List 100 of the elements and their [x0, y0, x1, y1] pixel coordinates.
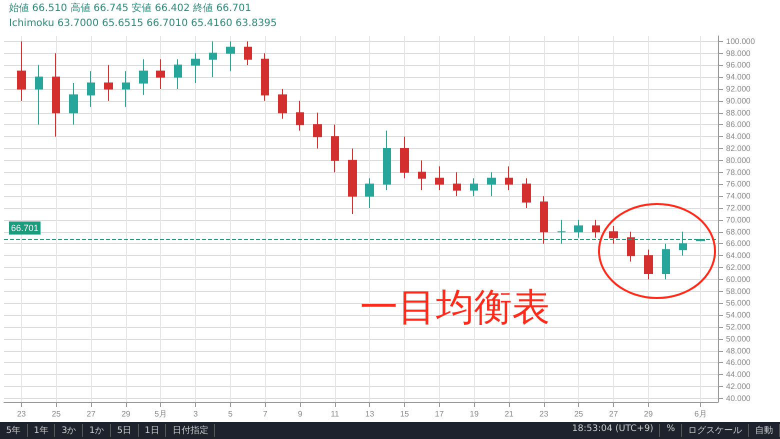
x-tick-label: 3	[193, 410, 198, 418]
x-tick-label: 29	[644, 410, 654, 418]
x-tick-label: 7	[262, 410, 268, 418]
candlestick	[644, 249, 653, 280]
candlestick	[453, 172, 461, 197]
y-tick-label: 54.000	[726, 310, 752, 320]
candlestick	[487, 172, 496, 197]
candlestick	[313, 112, 322, 149]
y-tick-label: 86.000	[726, 120, 752, 130]
text: %	[660, 424, 682, 437]
y-tick-label: 88.000	[726, 108, 752, 118]
x-tick-label: 21	[504, 410, 514, 418]
y-tick-label: 62.000	[726, 263, 752, 272]
text: 18:53:04 (UTC+9)	[566, 424, 660, 437]
y-tick-label: 42.000	[726, 382, 752, 392]
text: 自動	[749, 424, 780, 437]
y-tick-label: 60.000	[726, 274, 752, 284]
candlestick	[662, 243, 670, 280]
candlestick	[627, 231, 635, 262]
x-tick-label: 9	[298, 410, 303, 418]
y-tick-label: 96.000	[726, 60, 752, 70]
text: 始値 66.510 高値 66.745 安値 66.402 終値 66.701	[9, 2, 252, 16]
candlestick	[174, 58, 182, 90]
candlestick	[365, 178, 374, 208]
y-tick-label: 84.000	[726, 132, 752, 142]
y-tick-label: 78.000	[726, 168, 752, 177]
text: 日付指定	[166, 424, 216, 437]
candlestick	[505, 166, 513, 191]
y-tick-label: 94.000	[726, 72, 752, 82]
y-tick-label: 66.000	[726, 239, 752, 248]
candlestick	[104, 64, 113, 102]
y-tick-label: 46.000	[726, 358, 752, 368]
text: 5年	[0, 424, 28, 437]
y-tick-label: 80.000	[726, 156, 752, 165]
candlestick	[418, 160, 426, 191]
candlestick	[522, 178, 531, 208]
y-tick-label: 92.000	[726, 84, 752, 94]
y-tick-label: 100.000	[726, 36, 756, 46]
x-tick-label: 13	[365, 410, 375, 418]
x-tick-label: 5月	[154, 410, 167, 418]
text: ログスケール	[682, 424, 749, 437]
x-tick-label: 25	[52, 410, 62, 418]
candlestick	[592, 219, 600, 238]
text: 5日	[110, 424, 139, 437]
ref-line-label: 66.701	[11, 223, 39, 234]
candlestick	[383, 130, 391, 191]
candlestick	[348, 148, 357, 214]
text: Ichimoku 63.7000 65.6515 66.7010 65.4160 63.8395	[9, 17, 277, 31]
y-tick-label: 52.000	[726, 322, 752, 332]
x-tick-label: 15	[400, 410, 410, 418]
x-tick-label: 5	[228, 410, 234, 418]
x-tick-label: 19	[470, 410, 480, 418]
x-tick-label: 29	[121, 410, 131, 418]
text: 3か	[55, 424, 84, 437]
y-tick-label: 58.000	[726, 286, 752, 296]
x-tick-label: 25	[574, 410, 584, 418]
candlestick	[470, 178, 478, 197]
candlestick	[244, 40, 252, 66]
x-tick-label: 6月	[694, 410, 707, 418]
y-tick-label: 40.000	[726, 394, 752, 403]
candlestick	[226, 40, 235, 72]
candlestick	[156, 58, 165, 90]
y-tick-label: 72.000	[726, 203, 752, 212]
candlestick	[35, 64, 43, 126]
y-tick-label: 68.000	[726, 227, 752, 236]
x-tick-label: 23	[539, 410, 549, 418]
x-tick-label: 27	[609, 410, 619, 418]
candlestick	[69, 82, 78, 126]
candlestick	[540, 196, 548, 244]
candlestick	[400, 136, 409, 179]
y-tick-label: 64.000	[726, 251, 752, 260]
y-tick-label: 90.000	[726, 96, 752, 106]
text: 1日	[138, 424, 166, 437]
candlestick	[331, 124, 339, 173]
x-tick-label: 11	[330, 410, 340, 418]
candlestick	[17, 40, 26, 102]
candlestick	[609, 225, 618, 244]
x-tick-label: 27	[86, 410, 96, 418]
text: 1年	[28, 424, 56, 437]
y-tick-label: 70.000	[726, 215, 752, 224]
text: 1か	[83, 424, 111, 437]
candlestick	[139, 58, 148, 96]
y-tick-label: 50.000	[726, 334, 752, 344]
candlestick	[52, 52, 60, 138]
x-tick-label: 17	[434, 410, 444, 418]
candlestick	[557, 219, 566, 244]
candlestick	[679, 231, 687, 256]
candlestick	[191, 52, 200, 84]
candlestick	[278, 88, 287, 120]
annotation: 一目均衡表	[360, 284, 550, 331]
candlestick	[87, 70, 95, 108]
y-tick-label: 74.000	[726, 192, 752, 201]
y-tick-label: 76.000	[726, 180, 752, 189]
candlestick	[574, 219, 583, 238]
y-tick-label: 98.000	[726, 48, 752, 58]
x-tick-label: 23	[16, 410, 26, 418]
candlestick	[122, 70, 130, 108]
candlestick	[261, 52, 269, 102]
y-tick-label: 82.000	[726, 144, 752, 153]
y-tick-label: 56.000	[726, 298, 752, 308]
